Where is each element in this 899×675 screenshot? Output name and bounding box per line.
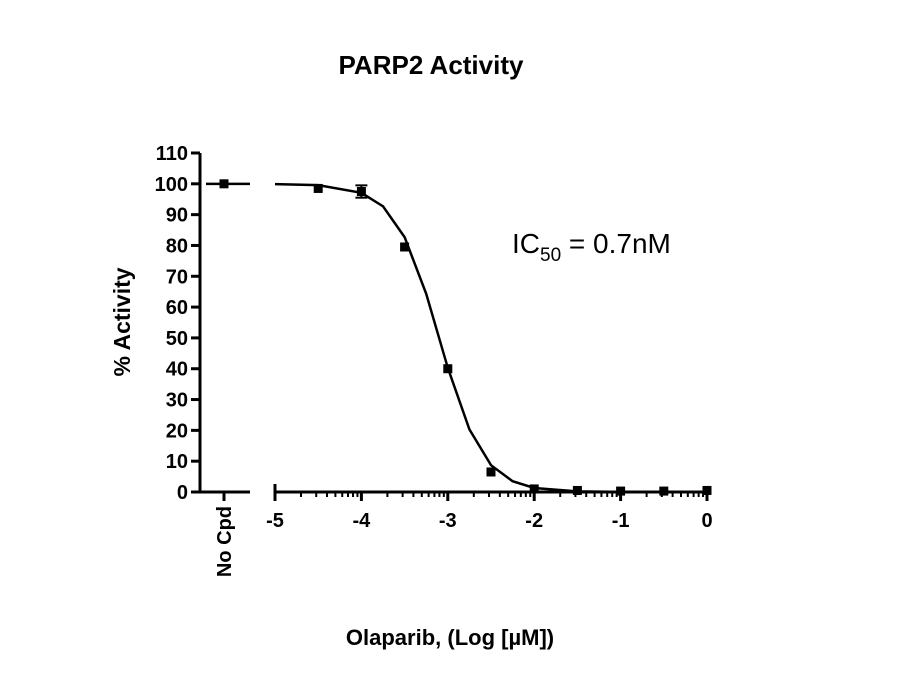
- y-tick-label: 30: [166, 390, 188, 412]
- annotation-text: IC: [512, 228, 540, 259]
- chart-title: PARP2 Activity: [339, 50, 524, 80]
- y-tick-label: 110: [156, 143, 188, 165]
- y-tick-label: 0: [177, 482, 188, 504]
- data-point: [313, 183, 323, 193]
- control-point: [219, 179, 229, 189]
- data-point: [572, 485, 582, 495]
- data-point: [616, 486, 626, 496]
- annotation: IC50 = 0.7nM: [512, 228, 671, 266]
- x-tick-label: -2: [525, 510, 543, 532]
- y-tick-label: 70: [166, 266, 188, 288]
- y-tick-label: 20: [166, 420, 188, 442]
- data-point: [400, 242, 410, 252]
- x-tick-label: -4: [353, 510, 372, 532]
- x-tick-label: 0: [701, 510, 712, 532]
- x-tick-label: -5: [266, 510, 284, 532]
- annotation-subscript: 50: [540, 245, 561, 266]
- y-tick-label: 80: [166, 235, 188, 257]
- data-point: [702, 485, 712, 495]
- y-tick-label: 100: [155, 174, 188, 196]
- y-tick-label: 50: [166, 328, 188, 350]
- annotation-rest: = 0.7nM: [561, 228, 671, 259]
- y-tick-label: 10: [166, 451, 188, 473]
- y-axis-label: % Activity: [109, 267, 135, 376]
- data-point: [529, 484, 539, 494]
- y-tick-label: 60: [166, 297, 188, 319]
- data-point: [356, 187, 366, 197]
- x-axis-label: Olaparib, (Log [µM]): [346, 625, 554, 650]
- data-point: [659, 486, 669, 496]
- data-point: [443, 364, 453, 374]
- fit-curve: [274, 182, 707, 494]
- x-tick-label: -1: [612, 510, 630, 532]
- y-tick-label: 40: [166, 359, 188, 381]
- data-point: [486, 467, 496, 477]
- y-tick-label: 90: [166, 205, 188, 227]
- x-tick-label: No Cpd: [214, 506, 236, 577]
- x-tick-label: -3: [439, 510, 457, 532]
